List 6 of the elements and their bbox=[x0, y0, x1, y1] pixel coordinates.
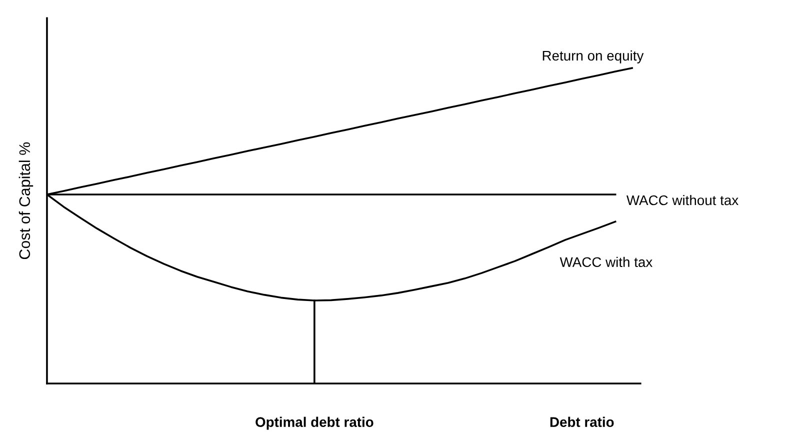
series-label: WACC with tax bbox=[560, 256, 652, 268]
series-label: Return on equity bbox=[542, 50, 644, 64]
y-axis-title: Cost of Capital % bbox=[18, 142, 34, 260]
x-tick-label: Debt ratio bbox=[550, 416, 614, 428]
series-label: WACC without tax bbox=[626, 194, 738, 206]
x-tick-label: Optimal debt ratio bbox=[256, 416, 374, 430]
